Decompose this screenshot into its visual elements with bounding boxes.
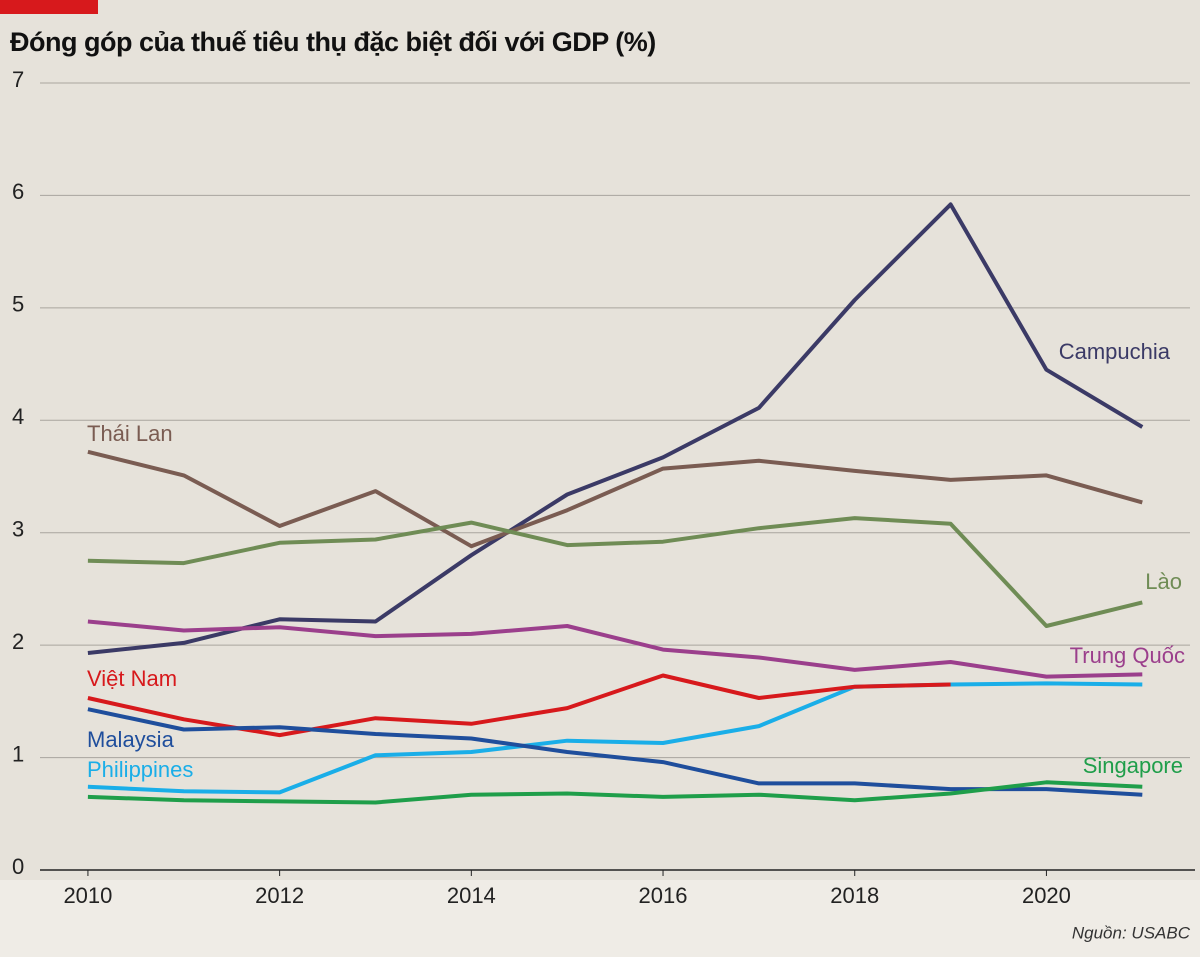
y-tick-label: 0 (12, 854, 24, 879)
x-tick-label: 2020 (1022, 883, 1071, 908)
chart-title: Đóng góp của thuế tiêu thụ đặc biệt đối … (10, 27, 656, 57)
source: Nguồn: USABC (1072, 923, 1191, 942)
series-label: Philippines (87, 757, 193, 782)
y-tick-label: 3 (12, 517, 24, 542)
series-label: Malaysia (87, 727, 175, 752)
plot-background (0, 0, 1200, 880)
series-label: Trung Quốc (1070, 643, 1185, 668)
series-label: Campuchia (1059, 339, 1171, 364)
series-label: Thái Lan (87, 421, 173, 446)
accent-bar (0, 0, 98, 14)
series-label: Lào (1145, 569, 1182, 594)
x-tick-label: 2016 (639, 883, 688, 908)
series-label: Việt Nam (87, 666, 177, 691)
y-tick-label: 1 (12, 741, 24, 766)
x-tick-label: 2018 (830, 883, 879, 908)
series-line (87, 780, 1143, 805)
x-tick-label: 2014 (447, 883, 496, 908)
x-tick-label: 2010 (63, 883, 112, 908)
series-line (87, 619, 1143, 679)
series-line (87, 449, 1143, 549)
y-tick-label: 6 (12, 179, 24, 204)
y-tick-label: 7 (12, 67, 24, 92)
series-label: Singapore (1083, 753, 1183, 778)
series-line (87, 202, 1144, 655)
x-tick-label: 2012 (255, 883, 304, 908)
series-line (87, 681, 1143, 795)
y-tick-label: 4 (12, 404, 24, 429)
y-tick-label: 5 (12, 292, 24, 317)
series-line (87, 516, 1143, 628)
y-tick-label: 2 (12, 629, 24, 654)
series-line (87, 707, 1143, 797)
